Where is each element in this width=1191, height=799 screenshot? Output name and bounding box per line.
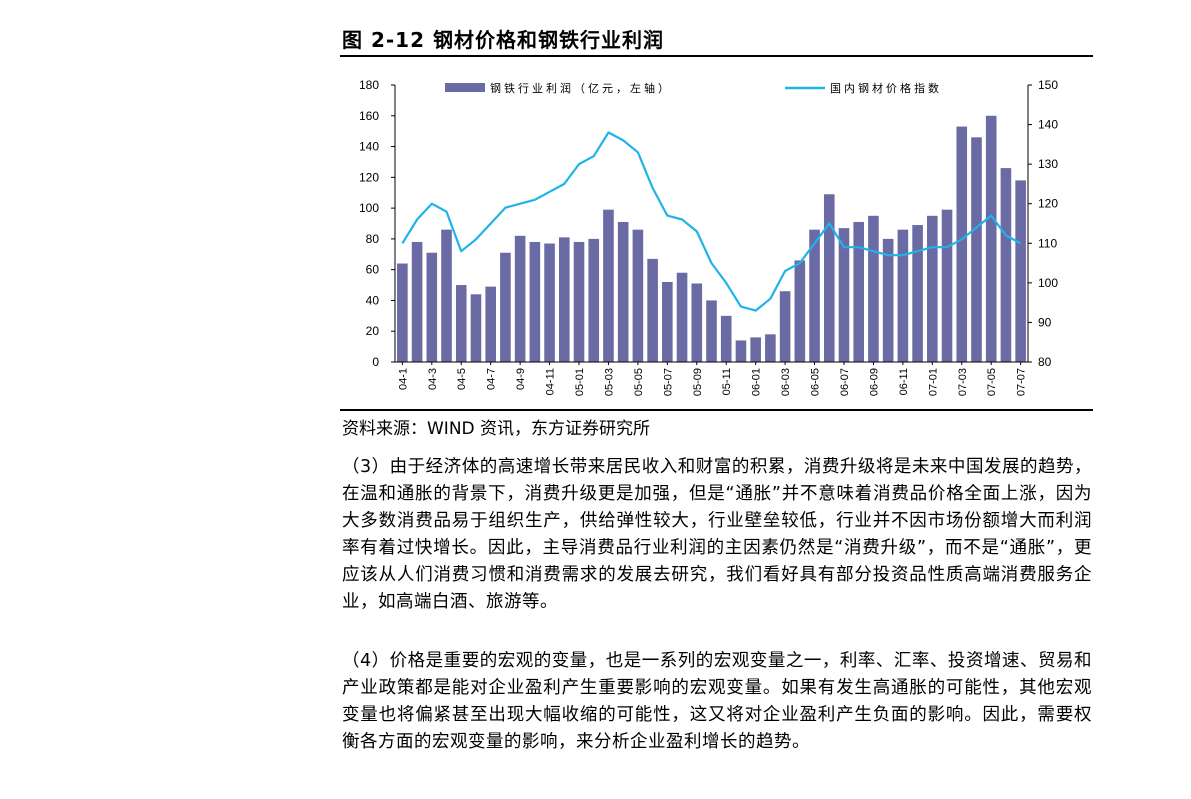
bar-profit bbox=[411, 241, 423, 362]
bar-profit bbox=[720, 315, 732, 362]
bar-profit bbox=[647, 258, 658, 362]
x-tick-label: 04-7 bbox=[486, 368, 498, 390]
bar-profit bbox=[426, 252, 438, 362]
x-tick-label: 07-07 bbox=[1016, 368, 1028, 396]
right-tick-label: 100 bbox=[1038, 276, 1058, 290]
bar-profit bbox=[573, 241, 585, 362]
x-tick-label: 04-5 bbox=[456, 368, 468, 390]
bar-profit bbox=[971, 137, 982, 362]
bottom-rule bbox=[340, 409, 1093, 411]
legend-label-price: 国内钢材价格指数 bbox=[830, 81, 942, 95]
x-tick-label: 07-03 bbox=[957, 368, 969, 396]
paragraph-4: （4）价格是重要的宏观的变量，也是一系列的宏观变量之一，利率、汇率、投资增速、贸… bbox=[342, 651, 1092, 752]
bar-profit bbox=[632, 229, 644, 362]
bar-profit bbox=[514, 235, 526, 362]
bar-profit bbox=[794, 260, 806, 362]
right-tick-label: 110 bbox=[1038, 236, 1057, 250]
bar-profit bbox=[558, 237, 570, 362]
bar-profit bbox=[455, 285, 467, 362]
bar-profit bbox=[529, 241, 541, 362]
x-tick-label: 04-11 bbox=[545, 368, 557, 395]
left-tick-label: 140 bbox=[359, 140, 379, 154]
right-tick-label: 120 bbox=[1038, 197, 1058, 211]
x-tick-label: 06-07 bbox=[839, 368, 851, 396]
profit-price-chart: 0 20 40 60 80 100 120 140 160 180 80 90 100 110 120 130… bbox=[359, 78, 1058, 396]
bar-profit bbox=[1015, 180, 1026, 362]
x-tick-label: 04-3 bbox=[427, 368, 439, 390]
bar-profit bbox=[823, 194, 835, 362]
x-tick-label: 04-9 bbox=[515, 368, 527, 390]
x-tick-label: 06-01 bbox=[751, 368, 763, 396]
bar-profit bbox=[662, 281, 673, 362]
right-tick-label: 130 bbox=[1038, 157, 1058, 171]
x-tick-label: 05-07 bbox=[662, 368, 674, 396]
left-tick-label: 100 bbox=[359, 201, 379, 215]
bar-profit bbox=[897, 229, 909, 362]
right-tick-label: 140 bbox=[1038, 118, 1058, 132]
left-tick-label: 80 bbox=[366, 232, 380, 246]
bar-profit bbox=[676, 272, 688, 362]
bar-profit bbox=[397, 263, 408, 362]
x-tick-label: 05-03 bbox=[603, 368, 615, 396]
left-tick-label: 0 bbox=[372, 355, 379, 369]
x-tick-label: 05-11 bbox=[721, 368, 733, 395]
right-tick-label: 90 bbox=[1038, 315, 1052, 329]
bar-profit bbox=[985, 115, 997, 363]
x-tick-label: 06-03 bbox=[780, 368, 792, 396]
x-tick-label: 07-05 bbox=[986, 368, 998, 396]
x-tick-label: 05-05 bbox=[633, 368, 645, 396]
bar-profit bbox=[809, 229, 820, 362]
right-tick-label: 150 bbox=[1038, 78, 1058, 92]
x-tick-label: 06-05 bbox=[810, 368, 822, 396]
left-tick-label: 20 bbox=[366, 324, 380, 338]
bar-profit bbox=[735, 340, 747, 362]
bar-profit bbox=[882, 238, 894, 362]
bar-profit bbox=[956, 126, 968, 362]
legend-label-profit: 钢铁行业利润（亿元，左轴） bbox=[490, 81, 672, 95]
bar-profit bbox=[588, 238, 600, 362]
bar-profit bbox=[706, 300, 717, 362]
figure-source: 资料来源：WIND 资讯，东方证券研究所 bbox=[342, 419, 651, 439]
line-steel-price-index bbox=[401, 131, 1022, 312]
x-tick-label: 04-1 bbox=[397, 368, 409, 390]
bar-profit bbox=[765, 334, 776, 362]
bar-profit bbox=[750, 337, 761, 362]
figure-title: 图 2-12 钢材价格和钢铁行业利润 bbox=[342, 28, 664, 52]
bar-profit bbox=[868, 215, 879, 362]
bar-profit bbox=[603, 209, 614, 362]
top-rule bbox=[340, 55, 1093, 57]
legend-swatch-profit bbox=[445, 83, 485, 92]
x-tick-label: 07-01 bbox=[927, 368, 939, 396]
bar-profit bbox=[470, 294, 482, 362]
bar-profit bbox=[927, 215, 938, 362]
bar-profit bbox=[617, 221, 629, 362]
bar-profit bbox=[691, 283, 703, 362]
bar-profit bbox=[544, 243, 555, 362]
bar-profit bbox=[853, 221, 865, 362]
left-tick-label: 120 bbox=[359, 170, 379, 184]
bar-profit bbox=[912, 225, 923, 362]
bar-profit bbox=[941, 209, 953, 362]
bar-profit bbox=[441, 229, 452, 362]
bar-profit bbox=[485, 286, 496, 362]
paragraph-3: （3）由于经济体的高速增长带来居民收入和财富的积累，消费升级将是未来中国发展的趋… bbox=[342, 457, 1092, 612]
x-tick-label: 06-09 bbox=[868, 368, 880, 396]
x-tick-label: 05-09 bbox=[692, 368, 704, 396]
x-tick-label: 06-11 bbox=[898, 368, 910, 395]
left-tick-label: 40 bbox=[366, 293, 380, 307]
bar-profit bbox=[500, 252, 511, 362]
left-tick-label: 60 bbox=[366, 263, 380, 277]
left-tick-label: 180 bbox=[359, 78, 379, 92]
right-tick-label: 80 bbox=[1038, 355, 1052, 369]
bar-profit bbox=[1000, 168, 1012, 362]
left-tick-label: 160 bbox=[359, 109, 379, 123]
bar-profit bbox=[779, 291, 791, 362]
x-tick-label: 05-01 bbox=[574, 368, 586, 396]
bar-profit bbox=[838, 228, 850, 362]
